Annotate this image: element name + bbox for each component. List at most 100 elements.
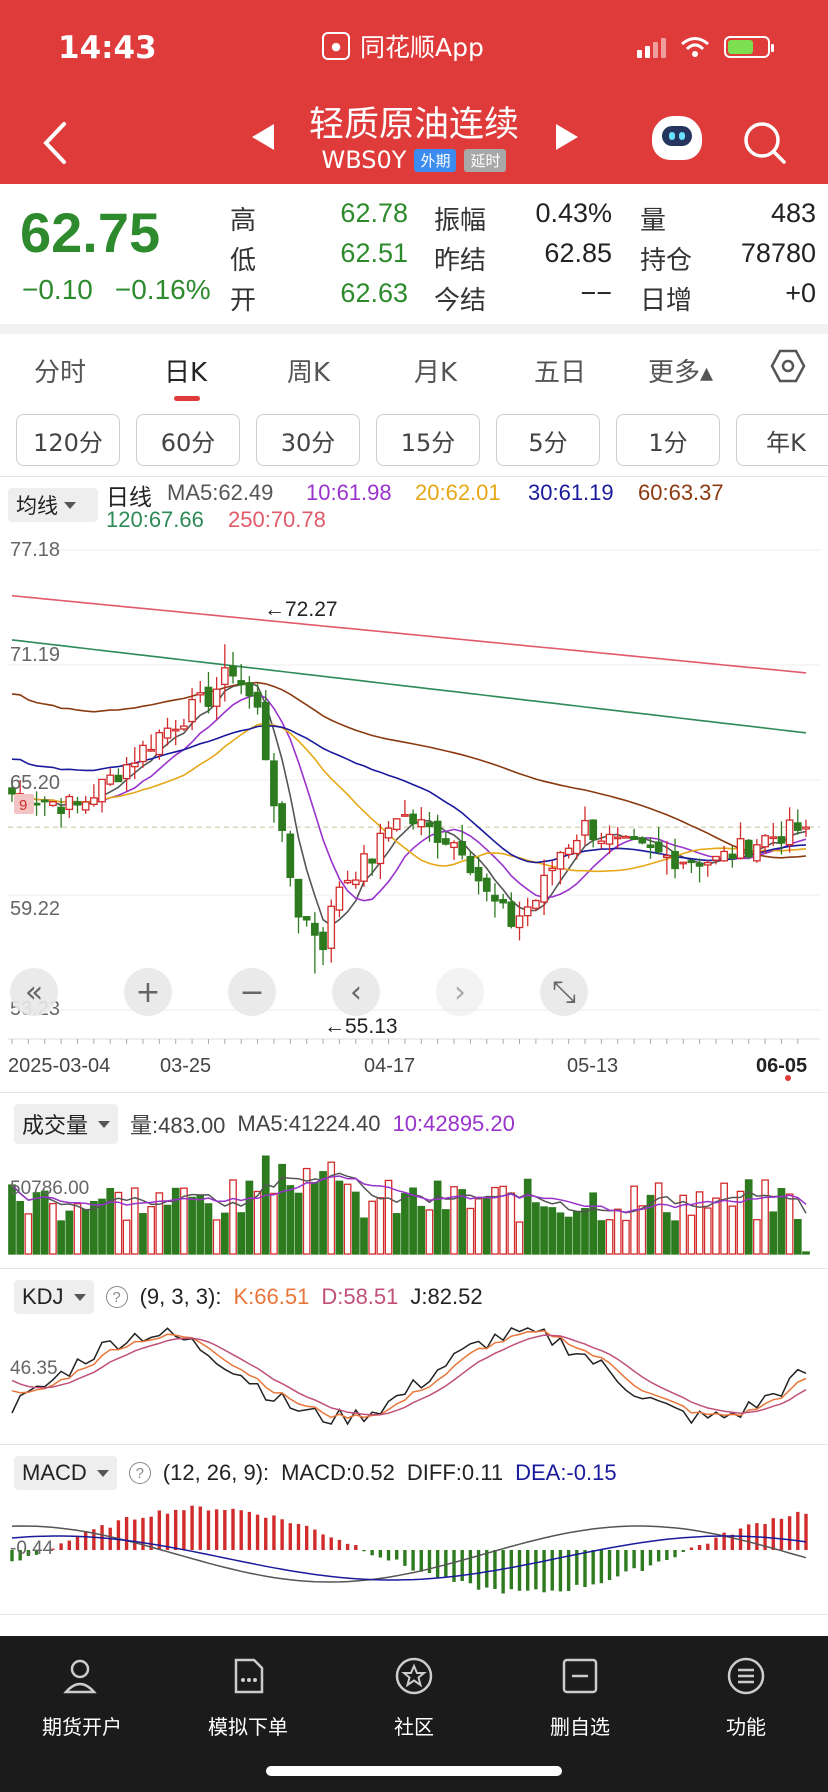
tab-weekly-k[interactable]: 周K xyxy=(287,358,331,388)
scroll-right-button[interactable]: › xyxy=(436,968,484,1016)
collapse-left-button[interactable]: « xyxy=(10,968,58,1016)
tab-more[interactable]: 更多▴ xyxy=(648,358,714,388)
event-badge[interactable] xyxy=(14,794,34,814)
ma-item: 20:62.01 xyxy=(415,480,501,505)
delay-tag: 延时 xyxy=(464,148,507,172)
fullscreen-button[interactable]: ⤡ xyxy=(540,968,588,1016)
macd-dea: DEA:-0.15 xyxy=(515,1460,617,1485)
zoom-in-button[interactable]: + xyxy=(124,968,172,1016)
next-contract-icon[interactable] xyxy=(556,124,578,150)
candle-body xyxy=(482,877,491,892)
change-value: −0.10 xyxy=(22,274,93,305)
nav-functions[interactable]: 功能 xyxy=(676,1650,816,1740)
nav-community[interactable]: 社区 xyxy=(344,1650,484,1740)
candle-body xyxy=(597,840,606,845)
period-yearly-k[interactable]: 年K xyxy=(736,414,828,466)
candle-body xyxy=(130,762,139,768)
y-tick-label: 46.35 xyxy=(10,1358,58,1379)
volume-bar xyxy=(581,1208,589,1255)
candle-body xyxy=(654,841,663,853)
caret-down-icon xyxy=(73,1293,86,1301)
candle-body xyxy=(65,795,74,811)
macd-selector[interactable]: MACD xyxy=(14,1456,117,1490)
candle-body xyxy=(605,833,614,845)
high-annotation: ←72.27 xyxy=(264,598,338,621)
volume-bar xyxy=(630,1185,638,1255)
candle-body xyxy=(294,878,303,918)
caret-down-icon xyxy=(64,501,76,509)
nav-simulated-order[interactable]: 模拟下单 xyxy=(178,1650,318,1740)
period-120min[interactable]: 120分 xyxy=(16,414,120,466)
tab-five-day[interactable]: 五日 xyxy=(534,358,587,388)
candle-body xyxy=(793,822,802,831)
candle-body xyxy=(523,906,532,917)
ma-selector[interactable]: 均线 xyxy=(8,488,98,522)
ma-item: 10:61.98 xyxy=(306,480,392,505)
status-time: 14:43 xyxy=(58,30,157,66)
tab-monthly-k[interactable]: 月K xyxy=(414,358,458,388)
candle-body xyxy=(630,836,638,841)
candle-body xyxy=(286,833,295,879)
community-star-icon xyxy=(395,1657,433,1695)
candlestick-chart[interactable]: 77.18 71.19 65.20 59.22 53.23 ←72.27 ←55… xyxy=(0,532,828,1092)
volume-bar xyxy=(147,1205,156,1255)
quote-field-label: 持仓 xyxy=(640,246,693,276)
help-icon[interactable]: ? xyxy=(128,1462,151,1484)
period-60min[interactable]: 60分 xyxy=(136,414,240,466)
ma-selector-label: 均线 xyxy=(16,495,58,518)
volume-bar xyxy=(376,1197,385,1255)
home-indicator xyxy=(266,1766,562,1776)
search-icon[interactable] xyxy=(740,118,788,166)
x-tick-label: 2025-03-04 xyxy=(8,1055,110,1077)
candle-body xyxy=(564,847,573,856)
period-15min[interactable]: 15分 xyxy=(376,414,480,466)
nav-open-account[interactable]: 期货开户 xyxy=(12,1650,152,1740)
period-5min[interactable]: 5分 xyxy=(496,414,600,466)
volume-bar xyxy=(73,1203,82,1255)
volume-chart[interactable]: 50786.00 xyxy=(0,1146,828,1258)
volume-bar xyxy=(744,1179,753,1255)
volume-bar xyxy=(204,1203,213,1255)
menu-icon xyxy=(727,1657,765,1695)
volume-bar xyxy=(720,1182,728,1255)
candle-body xyxy=(425,822,434,828)
kdj-k: K:66.51 xyxy=(233,1284,310,1309)
zoom-out-button[interactable]: − xyxy=(228,968,276,1016)
quote-field-value: 62.63 xyxy=(340,278,408,308)
app-badge[interactable]: ● 同花顺App xyxy=(322,28,484,64)
macd-header: MACD ? (12, 26, 9): MACD:0.52 DIFF:0.11 … xyxy=(14,1456,617,1490)
quote-field-label: 开 xyxy=(230,286,257,316)
period-30min[interactable]: 30分 xyxy=(256,414,360,466)
macd-chart[interactable]: -0.44 xyxy=(0,1494,828,1604)
candle-body xyxy=(638,837,647,844)
volume-value: 量:483.00 xyxy=(130,1113,226,1138)
kdj-chart[interactable]: 46.35 xyxy=(0,1316,828,1434)
help-icon[interactable]: ? xyxy=(105,1286,128,1308)
tab-daily-k[interactable]: 日K xyxy=(164,358,208,388)
candle-body xyxy=(515,915,524,929)
volume-bar xyxy=(589,1192,598,1255)
tab-intraday[interactable]: 分时 xyxy=(34,358,87,388)
candle-body xyxy=(90,797,98,805)
back-chevron-icon[interactable] xyxy=(36,118,76,168)
settings-hexagon-icon[interactable] xyxy=(770,348,806,384)
candle-body xyxy=(450,842,458,849)
candle-body xyxy=(237,680,246,686)
candle-body xyxy=(671,851,679,870)
nav-remove-watchlist[interactable]: 删自选 xyxy=(510,1650,650,1740)
prev-contract-icon[interactable] xyxy=(252,124,274,150)
macd-dea-line xyxy=(11,1535,807,1581)
candle-body xyxy=(646,844,655,849)
volume-selector[interactable]: 成交量 xyxy=(14,1104,119,1144)
quote-field-value: 62.78 xyxy=(340,198,408,228)
y-tick-label: -0.44 xyxy=(10,1538,54,1559)
volume-bar xyxy=(499,1185,507,1255)
volume-bar xyxy=(482,1198,491,1255)
scroll-left-button[interactable]: ‹ xyxy=(332,968,380,1016)
candle-body xyxy=(57,806,65,814)
period-1min[interactable]: 1分 xyxy=(616,414,720,466)
quote-field-label: 振幅 xyxy=(434,206,487,236)
candle-body xyxy=(728,853,737,860)
assistant-robot-icon[interactable] xyxy=(652,116,702,160)
kdj-selector[interactable]: KDJ xyxy=(14,1280,94,1314)
